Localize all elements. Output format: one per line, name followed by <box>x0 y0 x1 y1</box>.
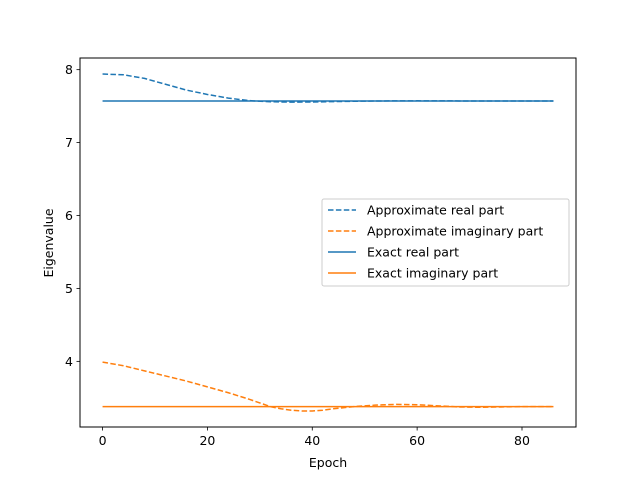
legend-label: Approximate real part <box>367 203 504 218</box>
x-tick-label: 0 <box>99 433 107 448</box>
x-tick-label: 20 <box>199 433 215 448</box>
x-tick-label: 60 <box>409 433 425 448</box>
y-axis-label: Eigenvalue <box>41 208 56 277</box>
series-line-1 <box>102 73 554 103</box>
x-axis-ticks: 0 20 40 60 80 <box>99 427 530 448</box>
legend-label: Approximate imaginary part <box>367 224 543 239</box>
legend-label: Exact real part <box>367 245 459 260</box>
y-tick-label: 5 <box>65 281 73 296</box>
series-line-2 <box>102 361 554 412</box>
y-axis-ticks: 4 5 6 7 8 <box>65 62 80 369</box>
plot-lines <box>102 73 554 412</box>
y-tick-label: 4 <box>65 354 73 369</box>
axes-frame <box>79 57 577 428</box>
y-tick-label: 7 <box>65 135 73 150</box>
legend-label: Exact imaginary part <box>367 266 498 281</box>
x-tick-label: 80 <box>514 433 530 448</box>
y-tick-label: 8 <box>65 62 73 77</box>
x-axis-label: Epoch <box>309 455 347 470</box>
x-tick-label: 40 <box>304 433 320 448</box>
y-tick-label: 6 <box>65 208 73 223</box>
legend-box <box>321 198 570 287</box>
legend: Approximate real part Approximate imagina… <box>321 198 570 287</box>
